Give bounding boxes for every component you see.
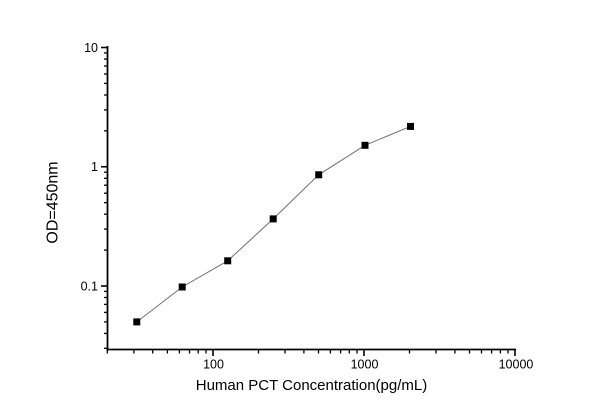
svg-text:10000: 10000 <box>499 358 534 372</box>
svg-text:1: 1 <box>91 160 98 174</box>
svg-text:0.1: 0.1 <box>81 279 98 293</box>
svg-text:OD=450nm: OD=450nm <box>45 161 62 243</box>
svg-text:Human PCT Concentration(pg/mL): Human PCT Concentration(pg/mL) <box>196 377 428 394</box>
svg-text:1000: 1000 <box>351 358 379 372</box>
svg-text:10: 10 <box>84 41 98 55</box>
svg-text:100: 100 <box>203 358 224 372</box>
